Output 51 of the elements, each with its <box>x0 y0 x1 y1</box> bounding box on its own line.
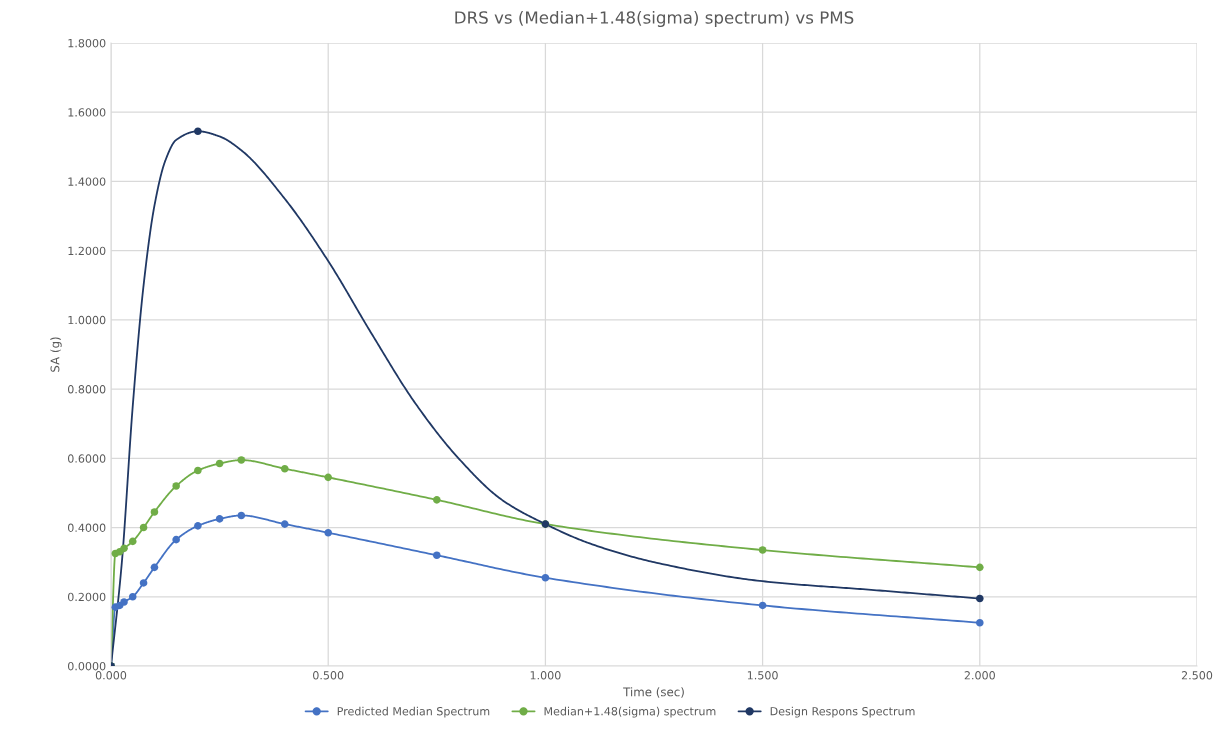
y-axis-title: SA (g) <box>50 337 62 372</box>
point <box>976 594 984 603</box>
y-tick-label: 0.6000 <box>67 454 106 463</box>
y-tick-label: 1.0000 <box>68 315 106 325</box>
x-axis-title: Time (sec) <box>623 687 684 698</box>
x-tick-label: 1.500 <box>747 671 778 680</box>
chart-title: DRS vs (Median+1.48(sigma) spectrum) vs PMS <box>455 10 854 28</box>
point <box>280 520 289 528</box>
point <box>433 551 441 560</box>
point <box>215 515 224 523</box>
point <box>172 535 180 544</box>
y-tick-label: 1.4000 <box>68 177 106 186</box>
point <box>150 563 159 572</box>
point <box>976 563 984 572</box>
point <box>194 522 202 530</box>
point <box>433 496 441 504</box>
point <box>324 473 332 482</box>
point <box>324 528 332 537</box>
point <box>194 127 202 136</box>
point <box>172 482 180 490</box>
point <box>976 618 984 627</box>
point <box>280 464 289 473</box>
point <box>758 601 767 610</box>
legend-label: Median+1.48(sigma) spectrum <box>544 706 716 718</box>
x-tick-label: 2.000 <box>964 671 995 680</box>
point <box>139 523 148 532</box>
legend-label: Design Respons Spectrum <box>770 706 915 718</box>
point <box>758 546 767 554</box>
point <box>194 466 202 475</box>
y-tick-label: 0.4000 <box>67 523 106 532</box>
point <box>139 579 148 587</box>
point <box>215 459 224 468</box>
y-tick-label: 1.6000 <box>68 108 106 117</box>
point <box>237 511 246 520</box>
x-tick-label: 2.500 <box>1181 671 1213 680</box>
y-tick-label: 0.8000 <box>67 385 106 394</box>
point <box>120 598 128 606</box>
point <box>120 544 128 553</box>
x-tick-label: 0.000 <box>95 671 127 680</box>
point <box>541 573 550 582</box>
point <box>128 592 137 601</box>
point <box>237 456 246 464</box>
y-tick-label: 0.2000 <box>67 592 106 602</box>
legend-label: Predicted Median Spectrum <box>337 706 490 718</box>
y-tick-label: 1.8000 <box>68 38 106 48</box>
point <box>128 537 137 546</box>
point <box>150 508 159 516</box>
x-tick-label: 0.500 <box>313 671 344 680</box>
y-tick-label: 1.2000 <box>68 246 106 256</box>
y-tick-label: 0.0000 <box>67 661 106 671</box>
x-tick-label: 1.000 <box>530 671 561 680</box>
